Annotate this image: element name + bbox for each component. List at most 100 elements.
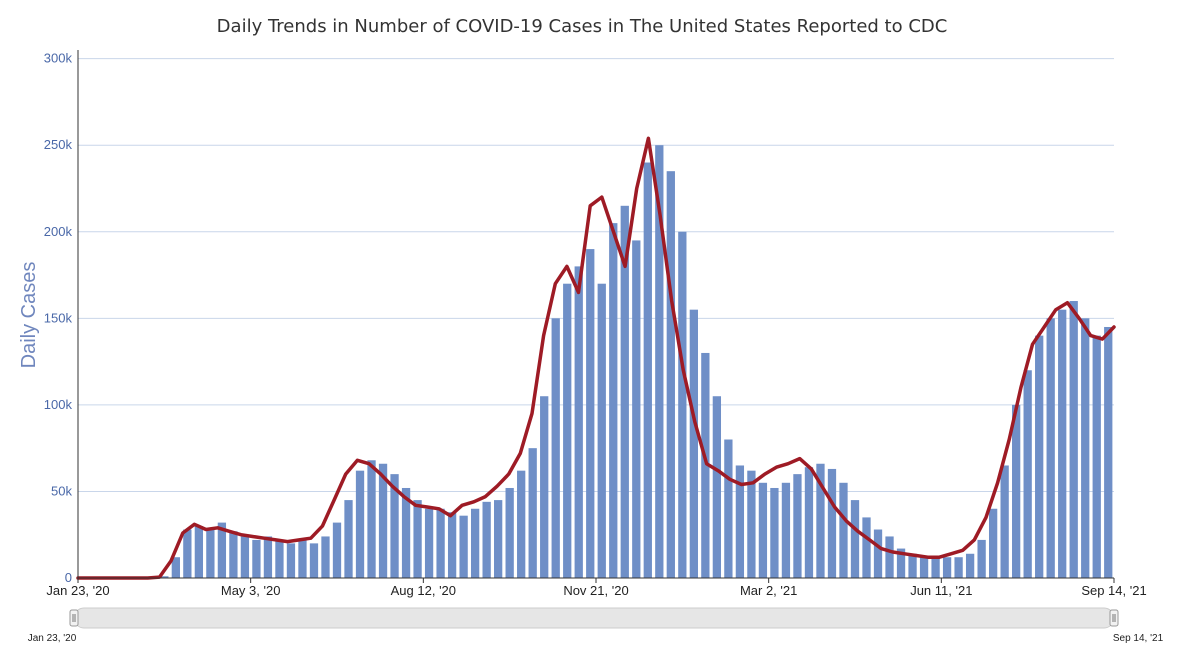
navigator[interactable]: Jan 23, '20 Sep 14, '21 xyxy=(28,607,1164,644)
daily-cases-bar[interactable] xyxy=(275,539,284,578)
daily-cases-bar[interactable] xyxy=(781,482,791,578)
daily-cases-bar[interactable] xyxy=(965,553,975,578)
daily-cases-bar[interactable] xyxy=(309,543,319,578)
daily-cases-bar[interactable] xyxy=(1081,318,1090,578)
daily-cases-bar[interactable] xyxy=(229,531,238,578)
daily-cases-bar[interactable] xyxy=(540,396,549,578)
x-tick-label: Sep 14, '21 xyxy=(1081,583,1146,598)
daily-cases-bar[interactable] xyxy=(1000,465,1009,578)
daily-cases-bar[interactable] xyxy=(632,240,641,579)
daily-cases-bar[interactable] xyxy=(528,448,537,578)
daily-cases-bar[interactable] xyxy=(505,487,514,578)
daily-cases-bar[interactable] xyxy=(919,555,929,578)
daily-cases-bar[interactable] xyxy=(171,557,180,578)
daily-cases-bar[interactable] xyxy=(942,557,952,578)
y-tick-label: 200k xyxy=(44,224,73,239)
daily-cases-bar[interactable] xyxy=(1035,335,1044,578)
daily-cases-bar[interactable] xyxy=(1069,301,1078,578)
daily-cases-bar[interactable] xyxy=(655,145,664,578)
y-tick-label: 100k xyxy=(44,397,73,412)
daily-cases-bar[interactable] xyxy=(850,500,860,578)
daily-cases-bar[interactable] xyxy=(355,470,365,578)
x-tick-label: May 3, '20 xyxy=(221,583,281,598)
daily-cases-bar[interactable] xyxy=(413,500,422,578)
daily-cases-bar[interactable] xyxy=(873,529,883,578)
daily-cases-bar[interactable] xyxy=(286,543,296,578)
daily-cases-bar[interactable] xyxy=(447,512,457,578)
daily-cases-bar[interactable] xyxy=(827,468,837,578)
daily-cases-bar[interactable] xyxy=(321,536,330,578)
daily-cases-bar[interactable] xyxy=(470,508,480,578)
daily-cases-bar[interactable] xyxy=(459,515,468,578)
daily-cases-bar[interactable] xyxy=(367,460,376,578)
navigator-track[interactable] xyxy=(73,607,1115,629)
daily-cases-bar[interactable] xyxy=(609,223,618,579)
daily-cases-bar[interactable] xyxy=(988,508,998,578)
daily-cases-bar[interactable] xyxy=(678,231,687,578)
daily-cases-bar[interactable] xyxy=(862,517,871,578)
daily-cases-bar[interactable] xyxy=(194,526,204,578)
daily-cases-bar[interactable] xyxy=(701,352,710,578)
x-tick-label: Jun 11, '21 xyxy=(910,583,972,598)
daily-cases-bar[interactable] xyxy=(908,553,917,578)
daily-cases-bar[interactable] xyxy=(885,536,894,578)
daily-cases-bar[interactable] xyxy=(401,487,411,578)
daily-cases-bar[interactable] xyxy=(1104,326,1113,578)
daily-cases-bar[interactable] xyxy=(666,171,675,578)
daily-cases-bar[interactable] xyxy=(793,474,802,578)
daily-cases-bar[interactable] xyxy=(931,555,940,578)
daily-cases-bar[interactable] xyxy=(758,482,768,578)
daily-cases-bar[interactable] xyxy=(1058,309,1067,578)
daily-cases-bar[interactable] xyxy=(252,539,261,578)
daily-cases-bar[interactable] xyxy=(1012,404,1021,578)
y-tick-label: 50k xyxy=(51,483,72,498)
daily-cases-bar[interactable] xyxy=(263,536,273,578)
daily-cases-bar[interactable] xyxy=(1023,370,1032,578)
daily-cases-bar[interactable] xyxy=(494,500,503,578)
daily-cases-bar[interactable] xyxy=(747,470,756,578)
daily-cases-bar[interactable] xyxy=(586,249,595,578)
daily-cases-bars xyxy=(160,145,1113,579)
daily-cases-bar[interactable] xyxy=(344,500,353,578)
x-tick-label: Nov 21, '20 xyxy=(563,583,628,598)
daily-cases-bar[interactable] xyxy=(517,470,526,578)
daily-cases-bar[interactable] xyxy=(378,463,388,578)
daily-cases-bar[interactable] xyxy=(298,539,307,578)
daily-cases-bar[interactable] xyxy=(332,522,342,578)
daily-cases-bar[interactable] xyxy=(1092,335,1101,578)
daily-cases-bar[interactable] xyxy=(620,205,629,578)
moving-average-path[interactable] xyxy=(76,136,1116,580)
daily-cases-bar[interactable] xyxy=(160,576,169,578)
daily-cases-bar[interactable] xyxy=(390,474,399,578)
navigator-right-handle[interactable] xyxy=(1109,609,1119,627)
daily-cases-bar[interactable] xyxy=(482,501,491,578)
navigator-start-label: Jan 23, '20 xyxy=(28,633,77,644)
daily-cases-bar[interactable] xyxy=(689,309,698,578)
daily-cases-bar[interactable] xyxy=(896,548,906,578)
daily-cases-bar[interactable] xyxy=(424,508,434,578)
daily-cases-bar[interactable] xyxy=(977,539,986,578)
daily-cases-bar[interactable] xyxy=(839,482,848,578)
daily-cases-bar[interactable] xyxy=(712,396,722,578)
daily-cases-bar[interactable] xyxy=(816,463,825,578)
daily-cases-bar[interactable] xyxy=(551,318,560,578)
daily-cases-bar[interactable] xyxy=(597,283,606,578)
daily-cases-bar[interactable] xyxy=(1046,318,1055,578)
daily-cases-bar[interactable] xyxy=(954,557,963,578)
daily-cases-bar[interactable] xyxy=(643,162,652,578)
axes: 0 50k 100k 150k 200k 250k 300k Jan 23, '20 May 3… xyxy=(44,50,1147,598)
daily-cases-bar[interactable] xyxy=(206,529,215,578)
daily-cases-bar[interactable] xyxy=(770,487,779,578)
daily-cases-bar[interactable] xyxy=(724,439,733,578)
daily-cases-bar[interactable] xyxy=(574,266,583,578)
navigator-left-handle[interactable] xyxy=(69,609,79,627)
daily-cases-bar[interactable] xyxy=(804,467,814,578)
daily-cases-bar[interactable] xyxy=(563,283,572,578)
daily-cases-bar[interactable] xyxy=(436,508,445,578)
daily-cases-bar[interactable] xyxy=(183,529,192,578)
daily-cases-bar[interactable] xyxy=(735,465,745,578)
daily-cases-bar[interactable] xyxy=(217,522,227,578)
daily-cases-bar[interactable] xyxy=(240,536,250,578)
